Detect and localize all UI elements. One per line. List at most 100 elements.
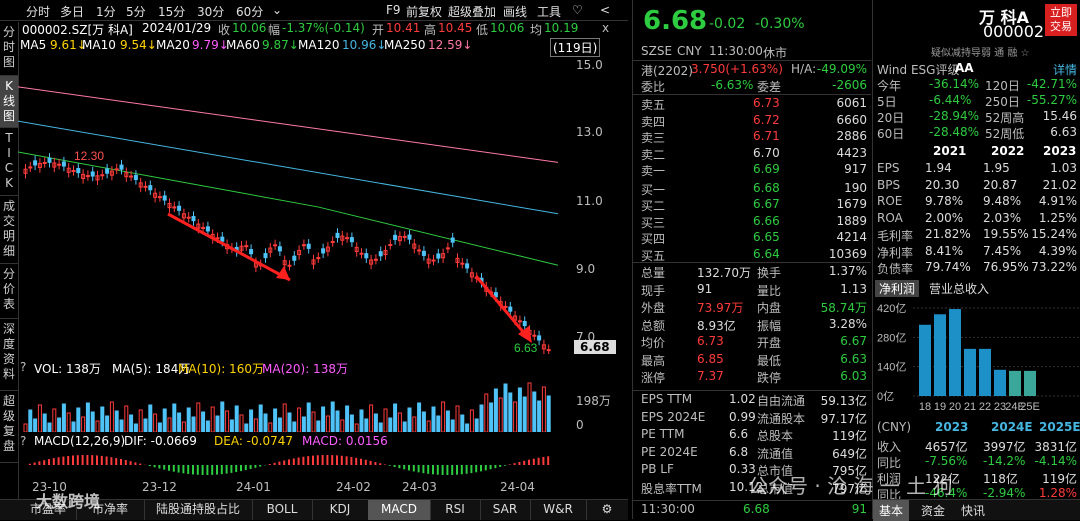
- chevron-down-icon[interactable]: ⌄: [272, 3, 282, 17]
- macd-chart[interactable]: [18, 450, 574, 480]
- year-header: 2024E: [991, 420, 1033, 434]
- tab-news[interactable]: 快讯: [961, 502, 985, 519]
- volume-chart[interactable]: [18, 376, 574, 432]
- side-tab-depth-data[interactable]: 深 度 资 料: [0, 319, 18, 391]
- volume-bar: [322, 407, 325, 432]
- tab-boll[interactable]: BOLL: [252, 500, 313, 520]
- tab-kdj[interactable]: KDJ: [312, 500, 369, 520]
- metric-value: 15.24%: [1031, 227, 1077, 241]
- tab-5min[interactable]: 5分: [126, 3, 146, 20]
- open-label: 开: [372, 21, 384, 38]
- side-tab-replay[interactable]: 超 级 复 盘: [0, 391, 18, 463]
- side-tab-kline[interactable]: K 线 图: [0, 76, 18, 128]
- tab-1min[interactable]: 1分: [96, 3, 116, 20]
- stat-value: 91: [697, 282, 712, 296]
- tab-sar[interactable]: SAR: [480, 500, 531, 520]
- tick-time: 11:30:00: [641, 502, 695, 516]
- ask-volume: 2886: [836, 129, 867, 143]
- volume-bar: [67, 413, 70, 432]
- macd-bar: [221, 465, 223, 474]
- tab-15min[interactable]: 15分: [158, 3, 185, 20]
- avg-label: 均: [530, 21, 542, 38]
- ask-price: 6.70: [753, 146, 780, 160]
- candle-body: [149, 186, 152, 190]
- stat-value: 6.03: [840, 369, 867, 383]
- metric-value: 76.95%: [983, 260, 1029, 274]
- candle-body: [163, 196, 166, 200]
- tab-net-profit[interactable]: 净利润: [875, 280, 919, 297]
- ask-price: 6.69: [753, 162, 780, 176]
- question-icon[interactable]: ?: [20, 434, 26, 448]
- forward-adjust-button[interactable]: 前复权: [406, 3, 442, 20]
- tab-funds[interactable]: 资金: [921, 502, 945, 519]
- macd-bar: [509, 464, 511, 465]
- candle-body: [58, 164, 61, 165]
- volume-bar: [461, 415, 464, 432]
- macd-bar: [211, 465, 213, 475]
- stat-value: 132.70万: [697, 264, 751, 281]
- volume-bar: [432, 407, 435, 432]
- heart-icon[interactable]: ♡: [572, 3, 583, 17]
- tab-30min[interactable]: 30分: [197, 3, 224, 20]
- fund-value: 649亿: [832, 445, 867, 462]
- macd-bar: [336, 455, 338, 465]
- volume-bar: [96, 421, 99, 432]
- tab-revenue[interactable]: 营业总收入: [929, 280, 989, 297]
- volume-bar: [336, 411, 339, 432]
- back-arrow-icon[interactable]: <: [600, 3, 610, 17]
- kline-chart[interactable]: 12.30 6.63: [18, 54, 578, 354]
- macd-bar: [504, 465, 506, 466]
- tab-intraday[interactable]: 分时: [26, 3, 50, 20]
- open-value: 10.41: [386, 21, 420, 35]
- tab-basic[interactable]: 基本: [873, 500, 909, 521]
- stat-label: 最低: [757, 352, 781, 369]
- tools-button[interactable]: 工具: [537, 3, 561, 20]
- macd-bar: [494, 465, 496, 468]
- candle-body: [394, 235, 397, 239]
- macd-bar: [298, 458, 300, 465]
- candle-body: [91, 172, 94, 176]
- volume-bar: [197, 403, 200, 432]
- f9-button[interactable]: F9: [386, 3, 401, 17]
- metric-label: BPS: [877, 178, 900, 192]
- volume-bar: [427, 421, 430, 432]
- close-icon[interactable]: x: [602, 21, 609, 35]
- volume-bar: [379, 423, 382, 432]
- tab-rsi[interactable]: RSI: [430, 500, 481, 520]
- tab-60min[interactable]: 60分: [236, 3, 263, 20]
- macd-bar: [312, 456, 314, 465]
- tab-wr[interactable]: W&R: [530, 500, 587, 520]
- macd-value: MACD: 0.0156: [302, 434, 388, 448]
- volume-bar: [250, 410, 253, 432]
- volume-bar: [494, 389, 497, 432]
- volume-bar: [178, 413, 181, 432]
- tab-northbound[interactable]: 陆股通持股占比: [144, 500, 253, 520]
- tab-macd[interactable]: MACD: [368, 500, 431, 520]
- volume-bar: [134, 424, 137, 432]
- macd-bar: [250, 465, 252, 469]
- high-value: 10.45: [438, 21, 472, 35]
- perf-value: -6.44%: [929, 93, 971, 107]
- profit-axis-label: 140亿: [877, 361, 906, 374]
- candle-body: [403, 236, 406, 237]
- fund-value: 1.02: [729, 392, 756, 406]
- currency-label: (CNY): [877, 420, 911, 434]
- side-tab-tick[interactable]: T I C K: [0, 128, 18, 196]
- draw-line-button[interactable]: 画线: [503, 3, 527, 20]
- side-tab-price-table[interactable]: 分 价 表: [0, 264, 18, 319]
- trade-button[interactable]: 立即 交易: [1045, 4, 1077, 36]
- question-icon[interactable]: ?: [20, 360, 26, 374]
- super-overlay-button[interactable]: 超级叠加: [448, 3, 496, 20]
- macd-bar: [216, 465, 218, 475]
- settings-icon[interactable]: ⚙: [592, 500, 622, 520]
- bid-price: 6.65: [753, 230, 780, 244]
- candle-body: [346, 238, 349, 239]
- side-tab-trade-detail[interactable]: 成 交 明 细: [0, 196, 18, 264]
- esg-detail-link[interactable]: 详情: [1053, 61, 1077, 78]
- tab-multiday[interactable]: 多日: [60, 3, 84, 20]
- macd-bar: [115, 458, 117, 465]
- macd-bar: [307, 456, 309, 465]
